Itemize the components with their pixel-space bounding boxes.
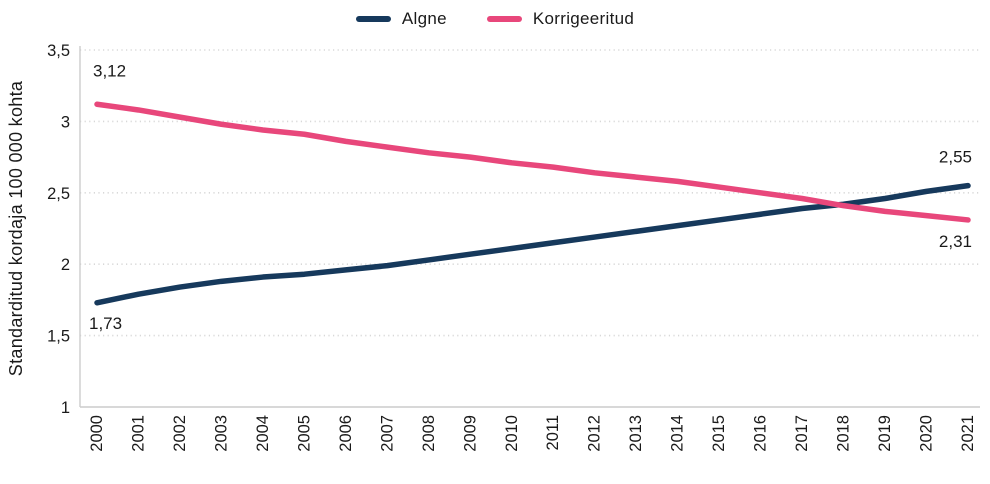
y-tick-label: 1	[61, 399, 70, 417]
series-line-korrigeeritud	[94, 101, 971, 223]
y-tick-label: 2,5	[47, 185, 70, 203]
x-tick-label: 2006	[337, 415, 355, 452]
x-tick-label: 2014	[669, 415, 687, 452]
x-tick-label: 2009	[461, 415, 479, 452]
legend-label-algne: Algne	[401, 9, 447, 28]
legend-item-korrigeeritud[interactable]: Korrigeeritud	[486, 9, 635, 29]
series-line-algne	[94, 182, 971, 306]
y-tick-label: 3	[61, 113, 70, 131]
data-label: 1,73	[89, 314, 122, 333]
x-tick-label: 2019	[876, 415, 894, 452]
x-tick-label: 2002	[171, 415, 189, 452]
korrigeeritud-line-swatch	[486, 16, 522, 22]
x-tick-label: 2018	[835, 415, 853, 452]
x-tick-label: 2017	[793, 415, 811, 452]
x-tick-label: 2021	[959, 415, 977, 452]
y-tick-label: 3,5	[47, 42, 70, 60]
x-tick-label: 2012	[586, 415, 604, 452]
x-tick-label: 2007	[378, 415, 396, 452]
x-tick-label: 2013	[627, 415, 645, 452]
x-tick-label: 2008	[420, 415, 438, 452]
legend-label-korrigeeritud: Korrigeeritud	[532, 9, 635, 28]
y-tick-label: 1,5	[47, 328, 70, 346]
chart-legend: Algne Korrigeeritud	[0, 9, 990, 29]
x-tick-label: 2004	[254, 415, 272, 452]
x-tick-label: 2016	[752, 415, 770, 452]
x-tick-label: 2000	[88, 415, 106, 452]
x-tick-label: 2020	[918, 415, 936, 452]
x-tick-label: 2005	[295, 415, 313, 452]
x-tick-label: 2011	[544, 415, 562, 450]
x-tick-label: 2010	[503, 415, 521, 452]
legend-item-algne[interactable]: Algne	[355, 9, 447, 29]
x-tick-label: 2015	[710, 415, 728, 452]
y-axis-title: Standarditud kordaja 100 000 kohta	[6, 80, 26, 376]
data-label: 2,55	[939, 148, 972, 167]
data-label: 2,31	[939, 232, 972, 251]
x-tick-label: 2001	[129, 415, 147, 452]
y-tick-label: 2	[61, 256, 70, 274]
data-label: 3,12	[93, 61, 126, 80]
algne-line-swatch	[355, 16, 391, 22]
x-tick-label: 2003	[212, 415, 230, 452]
